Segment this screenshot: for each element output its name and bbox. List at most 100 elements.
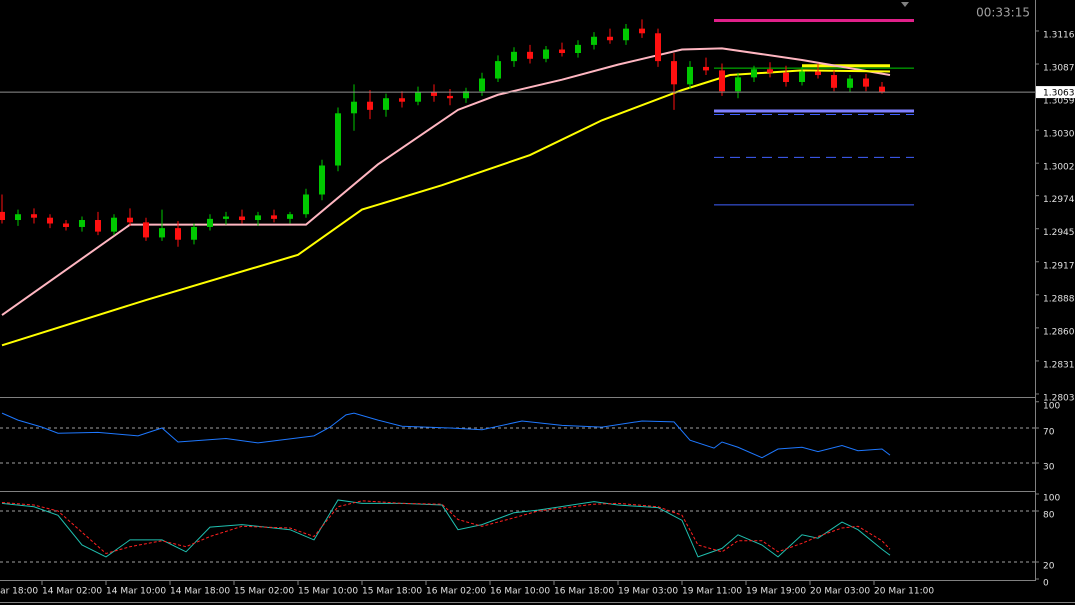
y-tick-label: 1.29455 [1043, 228, 1075, 238]
candle-body [607, 36, 613, 41]
x-tick-label: 15 Mar 10:00 [298, 587, 358, 597]
candle-body [143, 222, 149, 238]
candle-body [447, 95, 453, 99]
candle-body [0, 211, 5, 221]
x-tick-label: 14 Mar 10:00 [106, 587, 166, 597]
candle-body [687, 66, 693, 85]
candle-body [271, 215, 277, 219]
y-tick-label: 30 [1043, 463, 1055, 473]
candle-body [223, 216, 229, 219]
y-tick-label: 100 [1043, 494, 1060, 504]
candle-body [111, 217, 117, 232]
clock: 00:33:15 [976, 6, 1030, 20]
y-tick-label: 20 [1043, 562, 1055, 572]
candle-body [783, 72, 789, 82]
candle-body [31, 214, 37, 218]
y-tick-label: 1.30590 [1043, 97, 1075, 107]
candle-body [463, 91, 469, 99]
candle-body [319, 165, 325, 195]
candle-body [399, 98, 405, 102]
y-tick-label: 1.28885 [1043, 294, 1075, 304]
y-tick-label: 1.30305 [1043, 130, 1075, 140]
candle-body [351, 101, 357, 114]
x-tick-label: 15 Mar 02:00 [234, 587, 294, 597]
x-tick-label: 19 Mar 03:00 [618, 587, 678, 597]
candle-body [863, 78, 869, 87]
y-tick-label: 0 [1043, 579, 1049, 589]
candle-body [767, 69, 773, 73]
y-tick-label: 1.29170 [1043, 261, 1075, 271]
candle-body [383, 98, 389, 110]
indicator-line [1, 499, 891, 558]
x-tick-label: 20 Mar 03:00 [810, 587, 870, 597]
x-tick-label: 19 Mar 11:00 [682, 587, 742, 597]
candle-body [191, 226, 197, 240]
candle-body [847, 78, 853, 88]
candle-body [127, 217, 133, 223]
y-tick-label: 70 [1043, 428, 1055, 438]
candle-body [63, 223, 69, 227]
y-tick-label: 80 [1043, 511, 1055, 521]
y-tick-label: 1.29740 [1043, 195, 1075, 205]
indicator-line [1, 412, 891, 459]
candle-body [815, 71, 821, 76]
candle-body [543, 49, 549, 59]
x-tick-label: 16 Mar 18:00 [554, 587, 614, 597]
x-tick-label: 19 Mar 19:00 [746, 587, 806, 597]
candle-body [15, 214, 21, 221]
candle-body [479, 78, 485, 92]
y-tick-label: 1.31160 [1043, 30, 1075, 40]
y-tick-label: 1.30875 [1043, 64, 1075, 74]
candle-body [175, 228, 181, 240]
candle-body [831, 75, 837, 88]
candle-body [367, 101, 373, 110]
candle-body [495, 61, 501, 79]
candle-body [79, 220, 85, 227]
candle-body [591, 36, 597, 45]
candle-body [671, 61, 677, 85]
candle-body [703, 66, 709, 71]
y-tick-label: 100 [1043, 401, 1060, 411]
candle-body [415, 92, 421, 102]
candle-body [335, 113, 341, 166]
candle-body [719, 70, 725, 92]
shift-marker [901, 2, 909, 7]
candle-body [735, 77, 741, 92]
x-tick-label: 14 Mar 02:00 [42, 587, 102, 597]
candle-body [95, 220, 101, 232]
x-tick-label: 13 Mar 18:00 [0, 587, 38, 597]
candle-body [287, 214, 293, 219]
candle-body [239, 216, 245, 221]
candle-body [207, 218, 213, 227]
candle-body [527, 51, 533, 59]
y-tick-label: 1.28600 [1043, 327, 1075, 337]
candle-body [431, 92, 437, 96]
x-tick-label: 20 Mar 11:00 [874, 587, 934, 597]
candle-body [655, 33, 661, 62]
candle-body [879, 86, 885, 93]
x-tick-label: 16 Mar 02:00 [426, 587, 486, 597]
x-tick-label: 14 Mar 18:00 [170, 587, 230, 597]
y-tick-label: 1.28030 [1043, 393, 1075, 403]
candle-body [639, 28, 645, 34]
candle-body [575, 44, 581, 54]
indicator-line [1, 500, 891, 555]
indicator-line [1, 47, 891, 316]
candle-body [255, 215, 261, 221]
x-tick-label: 15 Mar 18:00 [362, 587, 422, 597]
candle-body [159, 228, 165, 238]
candle-body [303, 194, 309, 215]
candle-body [511, 51, 517, 62]
last-price-box [1036, 86, 1075, 99]
candle-body [751, 69, 757, 78]
candle-body [799, 71, 805, 82]
candle-body [559, 49, 565, 54]
candle-body [623, 28, 629, 41]
candle-body [47, 217, 53, 224]
x-tick-label: 16 Mar 10:00 [490, 587, 550, 597]
y-tick-label: 1.28315 [1043, 360, 1075, 370]
y-tick-label: 1.30020 [1043, 163, 1075, 173]
